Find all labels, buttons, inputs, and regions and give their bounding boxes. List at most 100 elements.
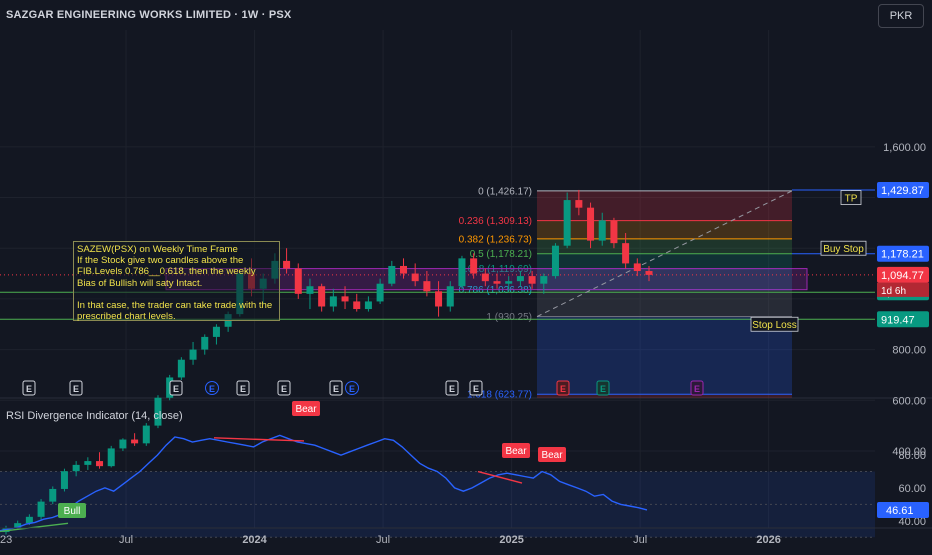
earnings-marker: E: [345, 381, 359, 395]
rsi-value-box: [877, 501, 929, 518]
fib-zone: [537, 253, 792, 269]
annotation-label: TP: [840, 190, 862, 205]
earnings-marker: E: [236, 380, 250, 396]
earnings-marker-letter: E: [73, 384, 79, 394]
earnings-marker: E: [277, 380, 291, 396]
earnings-marker-letter: E: [473, 384, 479, 394]
candle-body: [399, 265, 407, 274]
divergence-label-text: Bull: [64, 506, 81, 517]
rsi-tick-label: 60.00: [898, 483, 926, 495]
earnings-marker: E: [22, 380, 36, 396]
annotation-text: Stop Loss: [752, 320, 796, 331]
candle-body: [119, 439, 127, 449]
fib-level-label: 1 (930.25): [486, 312, 532, 323]
rsi-tick-label: 40.00: [898, 516, 926, 528]
candle-body: [14, 523, 22, 529]
candle-body: [505, 281, 513, 284]
candle-body: [575, 200, 583, 208]
candle-body: [598, 220, 606, 241]
candle-body: [189, 349, 197, 360]
candle-body: [25, 516, 33, 524]
price-tag: 1,178.21: [877, 245, 929, 262]
bull-divergence-line: [0, 522, 69, 533]
candle-body: [622, 243, 630, 264]
divergence-label-box: [538, 447, 566, 462]
price-tag-text: 1,429.87: [881, 185, 924, 197]
earnings-marker-letter: E: [209, 384, 215, 394]
price-tick-label: 600.00: [892, 395, 926, 407]
divergence-label-text: Bear: [505, 446, 527, 457]
earnings-marker: E: [596, 380, 610, 396]
annotation-text: TP: [845, 194, 858, 205]
annotation-box: [820, 240, 867, 256]
candle-body: [540, 276, 548, 284]
price-tag-text: 1,178.21: [881, 249, 924, 261]
divergence-label: Bear: [502, 443, 530, 458]
candle-body: [201, 336, 209, 350]
candle-body: [294, 268, 302, 294]
fib-level-label: 0.618 (1,119.69): [459, 264, 532, 275]
candle-body: [154, 397, 162, 426]
price-tag-text: 919.47: [881, 314, 915, 326]
earnings-marker: E: [205, 381, 219, 395]
candle-body: [481, 273, 489, 282]
price-tick-label: 400.00: [892, 446, 926, 458]
earnings-marker-box: [329, 380, 343, 396]
time-tick-label: 2024: [242, 534, 267, 546]
price-tag: 1,429.87: [877, 181, 929, 198]
candle-body: [470, 258, 478, 274]
divergence-label: Bull: [58, 503, 86, 518]
candle-body: [60, 471, 68, 489]
earnings-marker-box: [22, 380, 36, 396]
candle-body: [131, 439, 139, 444]
divergence-label: Bear: [292, 401, 320, 416]
currency-button[interactable]: PKR: [878, 4, 924, 28]
divergence-label-box: [502, 443, 530, 458]
candle-body: [458, 258, 466, 287]
rsi-indicator-title[interactable]: RSI Divergence Indicator (14, close): [6, 410, 183, 422]
candle-body: [49, 488, 57, 502]
candle-body: [353, 301, 361, 310]
candle-body: [645, 271, 653, 275]
candle-body: [376, 283, 384, 302]
candle-body: [563, 200, 571, 246]
earnings-marker-box: [69, 380, 83, 396]
bear-divergence-line: [477, 470, 523, 484]
candle-body: [516, 276, 524, 282]
price-tag-text: 1,094.77: [881, 270, 924, 282]
earnings-marker-circle: [205, 381, 219, 395]
candle-body: [212, 326, 220, 337]
candle-body: [72, 464, 80, 472]
fib-zone: [537, 220, 792, 239]
divergence-label-box: [292, 401, 320, 416]
candle-body: [341, 296, 349, 302]
earnings-marker-circle: [345, 381, 359, 395]
earnings-marker-letter: E: [333, 384, 339, 394]
candle-body: [283, 260, 291, 269]
candle-body: [37, 501, 45, 517]
fib-level-label: 0.5 (1,178.21): [470, 249, 532, 260]
annotation-text: Buy Stop: [823, 244, 864, 255]
candle-body: [528, 276, 536, 284]
divergence-label-box: [58, 503, 86, 518]
earnings-marker-letter: E: [560, 384, 566, 394]
rsi-tick-label: 80.00: [898, 450, 926, 462]
divergence-label-text: Bear: [295, 404, 317, 415]
countdown-box: [877, 282, 929, 297]
fib-zone: [537, 268, 792, 290]
candle-body: [551, 245, 559, 277]
earnings-marker: E: [445, 380, 459, 396]
analysis-note[interactable]: SAZEW(PSX) on Weekly Time Frame If the S…: [73, 241, 280, 322]
earnings-marker-letter: E: [240, 384, 246, 394]
earnings-marker: E: [690, 380, 704, 396]
candle-body: [411, 273, 419, 282]
divergence-label: Bear: [538, 447, 566, 462]
earnings-marker: E: [556, 380, 570, 396]
price-tag: 1,094.77: [877, 266, 929, 283]
fib-zone: [537, 238, 792, 254]
chart-title: SAZGAR ENGINEERING WORKS LIMITED · 1W · …: [6, 9, 292, 21]
earnings-marker-box: [445, 380, 459, 396]
price-tag: 919.47: [877, 311, 929, 328]
